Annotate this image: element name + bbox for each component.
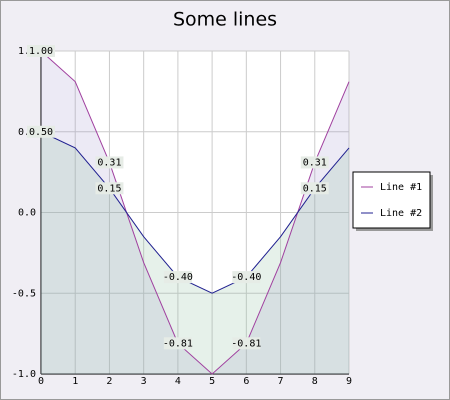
label-bg	[95, 182, 124, 195]
x-tick-label: 8	[312, 376, 318, 387]
x-tick-label: 2	[106, 376, 112, 387]
y-tick-label: -0.5	[12, 288, 36, 299]
data-label: 0.31	[303, 157, 327, 168]
data-label: 0.15	[303, 183, 327, 194]
x-tick-label: 6	[243, 376, 249, 387]
data-label: 0.31	[97, 157, 121, 168]
area	[41, 131, 349, 374]
legend	[352, 171, 431, 229]
legend-label: Line #2	[380, 208, 422, 219]
line	[40, 131, 350, 294]
y-tick-label: 1.0	[18, 46, 36, 57]
y-tick-label: -1.0	[12, 369, 36, 380]
label-bg	[232, 337, 261, 350]
data-label: -0.81	[163, 338, 193, 349]
data-label: -0.40	[231, 272, 261, 283]
x-tick-label: 0	[38, 376, 44, 387]
x-tick-label: 3	[141, 376, 147, 387]
data-label: -0.40	[163, 272, 193, 283]
label-bg	[163, 337, 192, 350]
label-bg	[27, 125, 55, 138]
data-label: 0.15	[97, 183, 121, 194]
x-tick-label: 5	[209, 376, 215, 387]
x-tick-label: 9	[346, 376, 352, 387]
label-bg	[232, 271, 261, 284]
y-tick-label: 0.0	[18, 208, 36, 219]
chart-title: Some lines	[173, 9, 277, 31]
x-tick-label: 7	[278, 376, 284, 387]
area	[41, 51, 349, 374]
x-tick-label: 4	[175, 376, 181, 387]
label-bg	[300, 156, 329, 169]
data-label: 0.50	[29, 127, 53, 138]
y-tick-label: 0.5	[18, 127, 36, 138]
legend-label: Line #1	[380, 182, 422, 193]
x-tick-label: 1	[72, 376, 78, 387]
label-bg	[163, 271, 192, 284]
label-bg	[95, 156, 124, 169]
data-label: 1.00	[29, 46, 53, 57]
label-bg	[300, 182, 329, 195]
data-label: -0.81	[231, 338, 261, 349]
label-bg	[27, 45, 55, 57]
